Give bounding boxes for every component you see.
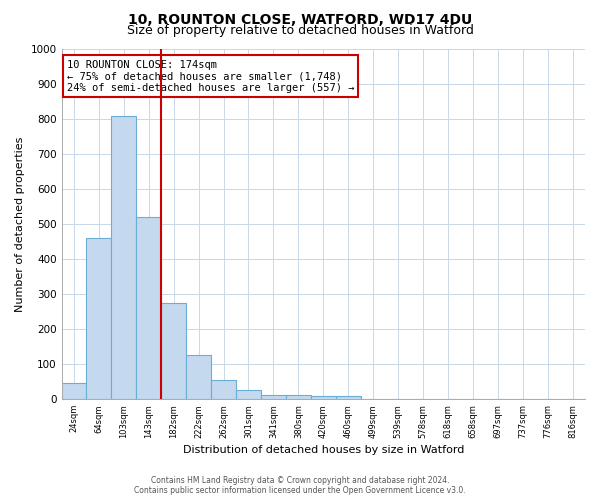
- Bar: [211, 380, 236, 399]
- Bar: [112, 116, 136, 399]
- Bar: [186, 356, 211, 399]
- Bar: [136, 217, 161, 399]
- Text: 10 ROUNTON CLOSE: 174sqm
← 75% of detached houses are smaller (1,748)
24% of sem: 10 ROUNTON CLOSE: 174sqm ← 75% of detach…: [67, 60, 354, 92]
- Text: Contains HM Land Registry data © Crown copyright and database right 2024.
Contai: Contains HM Land Registry data © Crown c…: [134, 476, 466, 495]
- X-axis label: Distribution of detached houses by size in Watford: Distribution of detached houses by size …: [182, 445, 464, 455]
- Bar: [161, 303, 186, 399]
- Bar: [86, 238, 112, 399]
- Text: Size of property relative to detached houses in Watford: Size of property relative to detached ho…: [127, 24, 473, 37]
- Y-axis label: Number of detached properties: Number of detached properties: [15, 136, 25, 312]
- Text: 10, ROUNTON CLOSE, WATFORD, WD17 4DU: 10, ROUNTON CLOSE, WATFORD, WD17 4DU: [128, 12, 472, 26]
- Bar: [311, 396, 336, 399]
- Bar: [236, 390, 261, 399]
- Bar: [336, 396, 361, 399]
- Bar: [286, 395, 311, 399]
- Bar: [261, 395, 286, 399]
- Bar: [62, 384, 86, 399]
